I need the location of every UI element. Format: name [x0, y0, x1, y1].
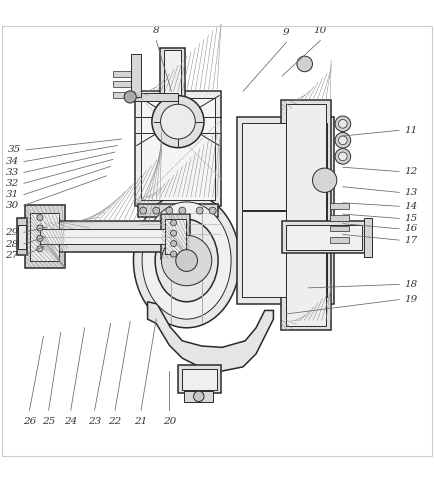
Bar: [164, 50, 181, 97]
Bar: [113, 71, 132, 77]
Circle shape: [297, 56, 312, 72]
Text: 9: 9: [283, 28, 290, 37]
Text: 8: 8: [153, 27, 160, 35]
Circle shape: [37, 235, 43, 241]
Bar: [35, 221, 171, 252]
Text: 28: 28: [5, 240, 19, 249]
Circle shape: [153, 207, 160, 214]
Circle shape: [176, 250, 197, 271]
Circle shape: [312, 168, 337, 192]
Text: 20: 20: [163, 417, 176, 426]
Bar: [128, 94, 178, 101]
Bar: [161, 214, 190, 259]
Circle shape: [335, 148, 351, 164]
Bar: [131, 54, 141, 97]
Circle shape: [171, 220, 177, 226]
Circle shape: [171, 251, 177, 257]
Circle shape: [161, 235, 212, 286]
Bar: [25, 205, 65, 268]
Text: 18: 18: [404, 280, 418, 289]
Circle shape: [339, 120, 347, 128]
Text: 23: 23: [88, 417, 101, 426]
Ellipse shape: [142, 202, 231, 319]
Bar: [141, 98, 215, 200]
Text: 21: 21: [135, 417, 148, 426]
Circle shape: [171, 230, 177, 236]
Text: 27: 27: [5, 251, 19, 260]
Text: 16: 16: [404, 224, 418, 233]
Circle shape: [37, 246, 43, 252]
Text: 17: 17: [404, 236, 418, 245]
Bar: [330, 237, 349, 243]
Circle shape: [37, 214, 43, 221]
Circle shape: [196, 207, 203, 214]
Bar: [286, 225, 362, 250]
Bar: [330, 203, 349, 209]
Circle shape: [152, 95, 204, 147]
Bar: [113, 81, 132, 87]
Text: 32: 32: [5, 179, 19, 188]
Text: 10: 10: [314, 27, 327, 35]
Bar: [178, 365, 221, 393]
Bar: [182, 369, 217, 390]
Circle shape: [339, 152, 347, 161]
Circle shape: [179, 207, 186, 214]
Circle shape: [171, 241, 177, 247]
Circle shape: [166, 207, 173, 214]
Bar: [242, 211, 327, 297]
Circle shape: [140, 207, 147, 214]
Circle shape: [339, 136, 347, 145]
Bar: [18, 225, 26, 249]
Text: 12: 12: [404, 167, 418, 176]
Bar: [330, 215, 349, 221]
Text: 31: 31: [5, 190, 19, 199]
Circle shape: [124, 91, 136, 103]
Text: 19: 19: [404, 295, 418, 304]
Text: 24: 24: [64, 417, 77, 426]
Text: 14: 14: [404, 202, 418, 211]
Bar: [330, 226, 349, 231]
Bar: [135, 91, 221, 206]
Text: 33: 33: [5, 168, 19, 177]
Text: 13: 13: [404, 188, 418, 197]
Circle shape: [335, 116, 351, 132]
Text: 30: 30: [5, 201, 19, 210]
Ellipse shape: [134, 193, 240, 328]
Text: 15: 15: [404, 214, 418, 223]
Bar: [113, 92, 132, 98]
Circle shape: [194, 391, 204, 402]
Text: 22: 22: [108, 417, 122, 426]
Bar: [282, 221, 367, 253]
Ellipse shape: [155, 219, 218, 302]
Polygon shape: [148, 302, 273, 371]
Text: 35: 35: [7, 146, 21, 154]
Text: 25: 25: [42, 417, 55, 426]
Bar: [184, 391, 213, 402]
Bar: [30, 213, 59, 261]
Text: 34: 34: [5, 157, 19, 166]
Circle shape: [335, 133, 351, 148]
Circle shape: [37, 225, 43, 231]
Text: 26: 26: [23, 417, 36, 426]
Bar: [364, 218, 372, 256]
Bar: [286, 104, 326, 326]
Bar: [165, 219, 186, 254]
Text: 29: 29: [5, 228, 19, 237]
Bar: [17, 218, 27, 255]
Circle shape: [161, 104, 195, 139]
Bar: [237, 117, 334, 304]
Bar: [160, 48, 185, 98]
Text: 11: 11: [404, 126, 418, 135]
Circle shape: [209, 207, 216, 214]
Bar: [138, 204, 218, 217]
Bar: [242, 123, 327, 210]
Bar: [40, 229, 166, 244]
Bar: [281, 100, 331, 330]
